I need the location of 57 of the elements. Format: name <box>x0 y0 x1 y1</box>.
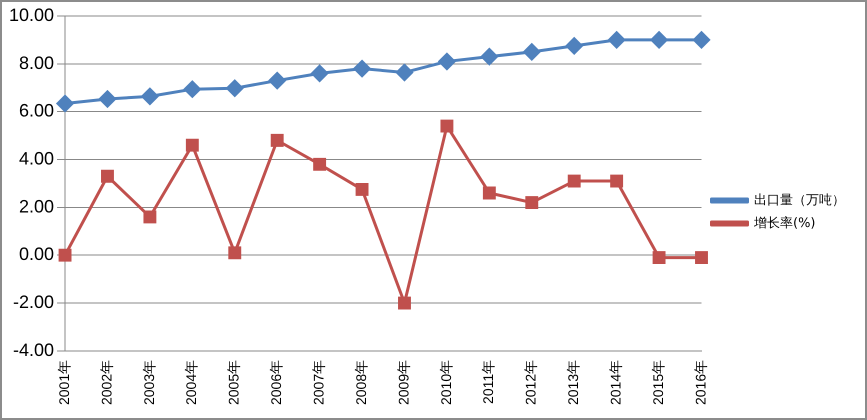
x-tick-label: 2011年 <box>480 360 496 404</box>
point <box>354 60 371 78</box>
point <box>228 246 242 260</box>
y-tick-label: 8.00 <box>18 52 54 73</box>
y-tick-label: 2.00 <box>18 196 54 216</box>
x-tick-label: 2004年 <box>183 360 200 406</box>
x-tick-label: 2006年 <box>268 360 284 406</box>
point <box>226 80 244 97</box>
y-tick-label: 6.00 <box>18 100 54 121</box>
point <box>440 120 454 132</box>
point <box>396 64 413 81</box>
x-tick-label: 2016年 <box>692 360 708 406</box>
point <box>695 251 708 264</box>
x-tick-label: 2001年 <box>56 360 72 406</box>
point <box>98 90 116 108</box>
x-tick-label: 2014年 <box>608 360 624 406</box>
point <box>143 210 156 224</box>
point <box>141 88 158 105</box>
point <box>610 174 624 188</box>
point <box>101 170 114 183</box>
x-tick-label: 2002年 <box>98 360 114 406</box>
legend-label: 出口量（万吨） <box>754 192 845 208</box>
point <box>311 64 328 82</box>
point <box>268 72 286 90</box>
x-tick-label: 2013年 <box>565 360 582 406</box>
legend-label: 增长率(%) <box>753 214 816 231</box>
x-tick-label: 2010年 <box>438 360 454 406</box>
point <box>566 37 583 54</box>
point <box>480 48 498 66</box>
point <box>313 158 326 171</box>
x-tick-label: 2012年 <box>522 360 539 406</box>
point <box>523 43 540 60</box>
point <box>270 134 284 147</box>
point <box>608 31 626 48</box>
point <box>184 80 201 98</box>
point <box>438 52 456 70</box>
y-tick-label: -2.00 <box>13 292 54 312</box>
point <box>186 138 199 152</box>
y-tick-label: 0.00 <box>18 244 54 264</box>
x-tick-label: 2015年 <box>650 360 666 406</box>
point <box>56 95 74 112</box>
point <box>652 251 666 264</box>
point <box>398 296 411 310</box>
x-tick-label: 2003年 <box>140 360 157 406</box>
point <box>650 31 668 48</box>
y-tick-label: 10.00 <box>8 4 54 25</box>
x-tick-label: 2005年 <box>226 360 242 406</box>
y-tick-label: 4.00 <box>18 148 54 168</box>
x-tick-label: 2007年 <box>310 360 326 406</box>
point <box>568 174 581 188</box>
x-tick-label: 2009年 <box>395 360 412 406</box>
point <box>356 182 369 196</box>
point <box>693 31 710 48</box>
y-tick-label: -4.00 <box>13 340 54 360</box>
x-tick-label: 2008年 <box>352 360 369 406</box>
point <box>525 196 538 210</box>
point <box>482 186 496 200</box>
